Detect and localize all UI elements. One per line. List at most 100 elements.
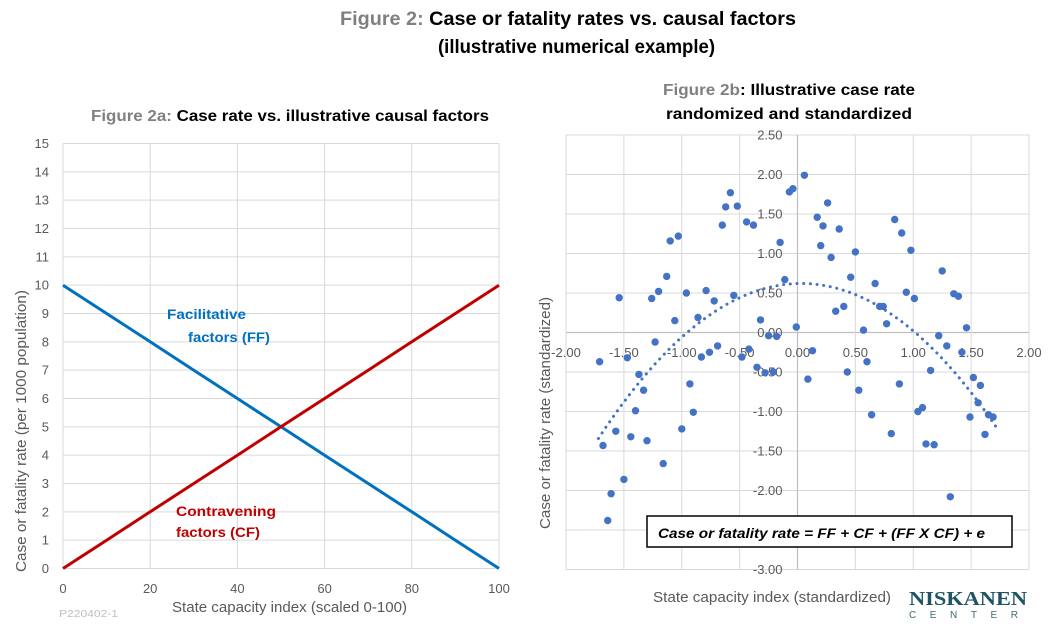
y-tick-label: 14 bbox=[35, 164, 49, 179]
chart-2b-trendline-group bbox=[596, 282, 999, 440]
scatter-point bbox=[835, 225, 843, 233]
scatter-point bbox=[761, 369, 769, 377]
y-tick-label: 4 bbox=[42, 448, 49, 463]
chart-2a: Figure 2a: Case rate vs. illustrative ca… bbox=[13, 108, 510, 620]
scatter-point bbox=[631, 407, 640, 415]
x-tick-label: 0 bbox=[59, 581, 66, 596]
y-tick-label: 11 bbox=[36, 249, 50, 264]
y-tick-label: 2.50 bbox=[757, 128, 782, 143]
scatter-point bbox=[686, 380, 694, 388]
scatter-point bbox=[804, 375, 812, 383]
y-tick-label: 1.00 bbox=[757, 246, 782, 261]
scatter-point bbox=[604, 516, 612, 525]
scatter-point bbox=[976, 381, 985, 390]
figure-title: Figure 2: Case or fatality rates vs. cau… bbox=[340, 9, 796, 30]
figure-code: P220402-1 bbox=[59, 609, 119, 620]
scatter-point bbox=[832, 307, 840, 315]
y-tick-label: 0 bbox=[42, 561, 49, 576]
chart-2b-title-text: : Illustrative case rate bbox=[740, 82, 915, 99]
formula-box: Case or fatality rate = FF + CF + (FF X … bbox=[646, 515, 1013, 548]
cf-series-label-line2: factors (CF) bbox=[176, 524, 260, 540]
scatter-point bbox=[891, 215, 899, 224]
scatter-point bbox=[713, 342, 722, 350]
scatter-point bbox=[682, 289, 691, 297]
scatter-point bbox=[654, 287, 663, 296]
scatter-point bbox=[694, 313, 702, 322]
scatter-point bbox=[989, 413, 997, 421]
y-tick-label: 6 bbox=[42, 391, 49, 406]
scatter-point bbox=[958, 348, 966, 356]
scatter-point bbox=[966, 413, 974, 421]
y-tick-label: 7 bbox=[42, 363, 49, 378]
scatter-point bbox=[730, 291, 738, 300]
scatter-point bbox=[595, 358, 604, 366]
figure-title-text: Case or fatality rates vs. causal factor… bbox=[424, 9, 796, 30]
x-tick-label: -1.00 bbox=[667, 345, 697, 360]
scatter-point bbox=[855, 386, 863, 394]
scatter-point bbox=[879, 302, 887, 311]
scatter-point bbox=[671, 316, 679, 325]
scatter-point bbox=[745, 345, 753, 353]
chart-2b-x-axis-title: State capacity index (standardized) bbox=[653, 589, 891, 606]
cf-series-line bbox=[62, 283, 500, 570]
scatter-point bbox=[800, 171, 809, 179]
scatter-point bbox=[962, 324, 971, 332]
chart-2b-points bbox=[595, 171, 997, 525]
chart-2a-title: Figure 2a: Case rate vs. illustrative ca… bbox=[91, 108, 489, 125]
scatter-point bbox=[756, 316, 765, 324]
x-tick-label: 0.00 bbox=[785, 345, 810, 360]
figure-title-prefix: Figure 2: bbox=[340, 9, 424, 30]
y-tick-label: 15 bbox=[35, 136, 49, 151]
y-tick-label: -2.00 bbox=[753, 483, 783, 498]
scatter-point bbox=[789, 185, 797, 193]
niskanen-logo: NISKANEN CENTER bbox=[909, 588, 1028, 621]
chart-2a-y-axis-title: Case or fatality rate (per 1000 populati… bbox=[13, 290, 30, 572]
scatter-point bbox=[627, 433, 635, 441]
scatter-point bbox=[733, 202, 741, 210]
y-tick-label: 10 bbox=[35, 278, 49, 293]
scatter-point bbox=[843, 368, 851, 376]
scatter-point bbox=[808, 347, 817, 355]
scatter-point bbox=[882, 320, 891, 328]
y-tick-label: -3.00 bbox=[753, 562, 783, 577]
y-tick-label: 1.50 bbox=[757, 207, 782, 222]
y-tick-label: 9 bbox=[42, 306, 49, 321]
scatter-point bbox=[674, 232, 682, 240]
scatter-point bbox=[659, 459, 667, 468]
scatter-point bbox=[851, 248, 860, 256]
y-tick-label: 12 bbox=[35, 221, 49, 236]
chart-2a-x-axis-title: State capacity index (scaled 0-100) bbox=[172, 599, 407, 616]
scatter-point bbox=[769, 368, 777, 376]
scatter-point bbox=[689, 408, 697, 416]
chart-2b-title-line2: randomized and standardized bbox=[666, 106, 912, 123]
scatter-point bbox=[813, 213, 821, 221]
scatter-point bbox=[666, 237, 674, 245]
scatter-point bbox=[863, 358, 871, 366]
ff-series-label-line1: Facilitative bbox=[167, 306, 246, 322]
scatter-point bbox=[718, 221, 726, 229]
scatter-point bbox=[643, 437, 651, 445]
x-tick-label: 1.00 bbox=[901, 345, 926, 360]
formula-text: Case or fatality rate = FF + CF + (FF X … bbox=[658, 525, 985, 541]
x-tick-label: 2.00 bbox=[1016, 345, 1041, 360]
x-tick-label: 80 bbox=[405, 581, 419, 596]
y-tick-label: 5 bbox=[42, 419, 49, 434]
scatter-point bbox=[943, 342, 951, 350]
x-tick-label: 0.50 bbox=[843, 345, 868, 360]
scatter-point bbox=[651, 338, 659, 346]
scatter-point bbox=[764, 332, 773, 340]
logo-subtitle: CENTER bbox=[909, 610, 1026, 621]
scatter-point bbox=[753, 363, 761, 371]
scatter-point bbox=[781, 275, 789, 284]
scatter-point bbox=[871, 279, 879, 288]
scatter-point bbox=[819, 222, 827, 230]
scatter-point bbox=[738, 353, 746, 361]
scatter-point bbox=[599, 441, 607, 450]
ff-series-label-line2: factors (FF) bbox=[188, 329, 270, 345]
x-tick-label: 100 bbox=[488, 581, 510, 596]
scatter-point bbox=[981, 430, 989, 439]
scatter-point bbox=[639, 386, 648, 394]
scatter-point bbox=[773, 332, 781, 341]
chart-2a-title-text: Case rate vs. illustrative causal factor… bbox=[172, 108, 489, 125]
